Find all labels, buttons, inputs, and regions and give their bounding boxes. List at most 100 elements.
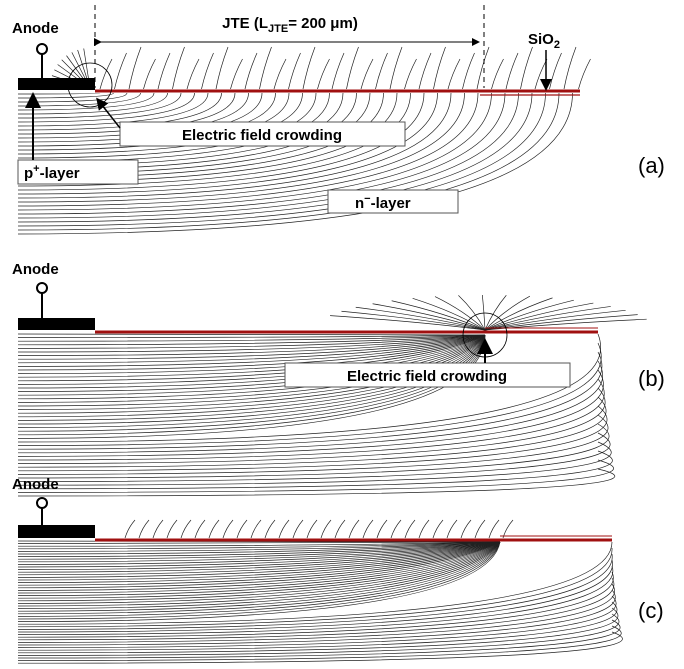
field-line: [17, 92, 168, 115]
field-line: [17, 334, 486, 407]
field-line: [446, 519, 458, 539]
field-line: [17, 541, 501, 573]
field-line: [17, 541, 501, 602]
anode-terminal: [36, 497, 48, 509]
field-line: [17, 432, 611, 482]
field-line: [404, 58, 417, 90]
field-line: [17, 92, 438, 195]
field-line: [474, 519, 486, 539]
field-line: [17, 547, 613, 628]
crowding-circle: [67, 62, 113, 108]
field-line: [17, 541, 501, 604]
field-line: [244, 52, 258, 90]
field-line: [157, 52, 171, 90]
field-line: [360, 58, 374, 90]
anode-label: Anode: [12, 476, 59, 493]
field-line: [17, 334, 486, 421]
panel-a: Anode JTE (LJTE= 200 μm) SiO2 Electric f…: [12, 5, 665, 214]
field-line: [17, 351, 603, 450]
field-line: [17, 571, 614, 638]
p-layer-superscript: +: [33, 163, 39, 175]
field-line: [484, 318, 647, 331]
oxide-text: SiO: [528, 31, 554, 48]
field-line: [17, 378, 605, 461]
n-layer-text: n: [355, 195, 364, 212]
field-line: [17, 541, 501, 550]
field-line: [17, 334, 486, 436]
field-line: [348, 519, 360, 539]
field-line: [17, 541, 501, 615]
field-line: [505, 52, 519, 90]
field-line: [17, 333, 601, 443]
field-line: [17, 334, 486, 338]
field-line: [17, 334, 486, 349]
jte-text: JTE (L: [222, 15, 268, 32]
field-line: [17, 92, 465, 203]
p-layer-suffix: -layer: [40, 165, 80, 182]
field-line: [17, 541, 501, 570]
field-line: [484, 306, 611, 331]
field-line: [17, 92, 141, 107]
field-line: [375, 52, 388, 90]
field-line: [215, 46, 229, 90]
field-line: [17, 441, 612, 486]
field-line: [578, 58, 591, 90]
field-line: [288, 52, 301, 90]
field-line: [484, 295, 531, 331]
field-line: [17, 541, 501, 557]
field-line: [404, 519, 416, 539]
field-line: [17, 541, 501, 622]
p-layer-box: [17, 159, 139, 185]
n-layer-suffix: -layer: [371, 195, 411, 212]
anode-terminal: [36, 282, 48, 294]
field-line: [432, 519, 444, 539]
field-line: [278, 519, 290, 539]
field-line: [172, 46, 185, 90]
field-line: [17, 92, 155, 111]
field-line: [306, 519, 318, 539]
field-line: [418, 52, 432, 90]
field-line: [17, 541, 501, 609]
field-line: [389, 46, 403, 90]
field-line: [17, 334, 486, 432]
field-line: [372, 303, 486, 331]
anode-electrode: [18, 318, 95, 330]
field-line: [17, 92, 425, 191]
field-line: [250, 519, 262, 539]
field-line: [17, 334, 486, 360]
field-line: [376, 519, 388, 539]
field-line: [17, 577, 615, 641]
field-line: [481, 294, 486, 331]
field-line: [17, 334, 486, 425]
field-line: [17, 92, 101, 95]
field-line: [273, 58, 287, 90]
field-line: [334, 519, 346, 539]
field-line: [222, 519, 234, 539]
field-line: [17, 387, 606, 464]
anode-electrode: [18, 78, 95, 90]
field-line: [17, 334, 486, 342]
field-line: [166, 519, 178, 539]
crowding-box: [119, 121, 406, 147]
field-line: [563, 46, 577, 90]
crowding-label: Electric field crowding: [347, 368, 507, 385]
field-line: [17, 559, 613, 633]
field-line: [17, 414, 609, 475]
field-line: [17, 541, 613, 625]
field-line: [17, 342, 602, 446]
crowding-box: [284, 362, 571, 388]
field-line: [17, 334, 486, 428]
field-line: [17, 334, 486, 367]
field-line: [418, 519, 430, 539]
jte-value: = 200 μm): [288, 15, 358, 32]
field-line: [534, 58, 548, 90]
field-line: [236, 519, 248, 539]
field-line: [502, 519, 514, 539]
field-line: [17, 541, 501, 620]
jte-label: JTE (LJTE= 200 μm): [222, 15, 358, 35]
field-line: [447, 58, 461, 90]
field-line: [17, 565, 614, 635]
field-line: [17, 631, 623, 664]
field-line: [17, 334, 486, 439]
